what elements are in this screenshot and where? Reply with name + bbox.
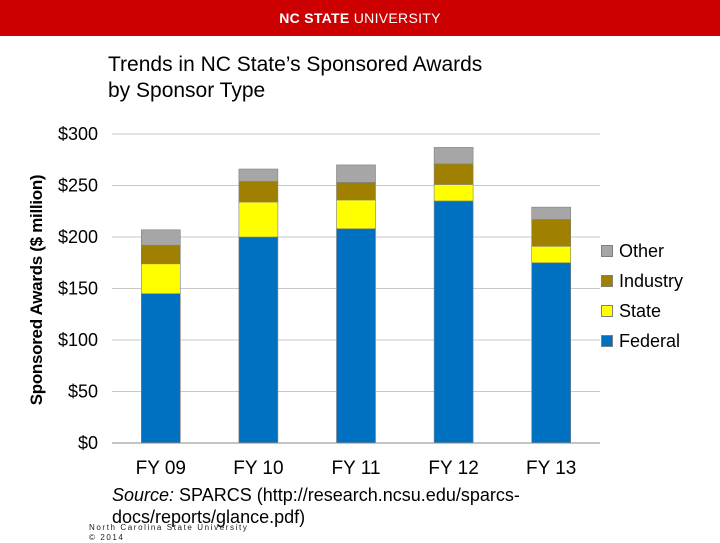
bar-segment-industry [531,219,572,247]
banner-brand-bold: NC STATE [279,10,350,26]
y-tick-label: $50 [68,382,98,402]
bar-segment-other [336,164,376,183]
bar-segment-state [238,201,279,238]
bar-segment-state [433,184,474,202]
university-banner: NC STATE UNIVERSITY [0,0,720,36]
x-tick-label: FY 13 [526,458,576,479]
legend-label: Industry [619,270,684,291]
legend-label: Other [619,240,665,261]
bar-segment-federal [238,236,279,444]
legend-item-federal: Federal [601,326,683,356]
bar-segment-state [141,263,181,294]
bar-segment-state [336,199,376,230]
bar-segment-other [433,147,474,165]
footer-copyright: © 2014 [89,533,125,542]
y-tick-label: $150 [58,279,98,299]
bar-segment-federal [141,293,181,444]
x-tick-label: FY 09 [136,458,186,479]
bar-segment-industry [141,244,181,265]
legend-label: State [619,300,662,321]
bar-segment-other [141,229,181,246]
bar-segment-state [531,245,572,264]
title-line-1: Trends in NC State’s Sponsored Awards [108,53,483,76]
y-tick-label: $100 [58,330,98,350]
y-tick-label: $0 [78,433,98,453]
legend-item-industry: Industry [601,266,683,296]
x-tick-label: FY 10 [233,458,283,479]
legend-swatch [601,245,613,257]
bar-segment-other [531,206,572,220]
bar-segment-federal [433,200,474,444]
source-text: SPARCS (http://research.ncsu.edu/sparcs-… [112,485,520,527]
footer: North Carolina State University © 2014 [89,523,248,543]
bar-segment-industry [238,181,279,203]
y-tick-label: $200 [58,227,98,247]
legend-item-state: State [601,296,683,326]
y-tick-label: $250 [58,176,98,196]
footer-institution: North Carolina State University [89,523,249,532]
banner-logo-text: NC STATE UNIVERSITY [279,10,441,26]
legend-swatch [601,335,613,347]
banner-brand-rest: UNIVERSITY [353,10,441,26]
bar-segment-other [238,168,279,182]
source-note: Source: SPARCS (http://research.ncsu.edu… [112,484,592,528]
legend-item-other: Other [601,236,683,266]
legend-label: Federal [619,330,681,351]
y-tick-label: $300 [58,124,98,144]
title-line-2: by Sponsor Type [108,79,266,102]
x-tick-label: FY 11 [332,458,381,479]
x-tick-label: FY 12 [428,458,478,479]
bar-segment-federal [336,228,376,444]
slide-title: Trends in NC State’s Sponsored Awards by… [108,52,482,104]
bar-segment-industry [433,163,474,185]
chart-legend: Other Industry State Federal [601,236,683,356]
source-prefix: Source: [112,485,175,505]
bar-segment-federal [531,262,572,444]
legend-swatch [601,305,613,317]
bar-segment-industry [336,182,376,201]
legend-swatch [601,275,613,287]
